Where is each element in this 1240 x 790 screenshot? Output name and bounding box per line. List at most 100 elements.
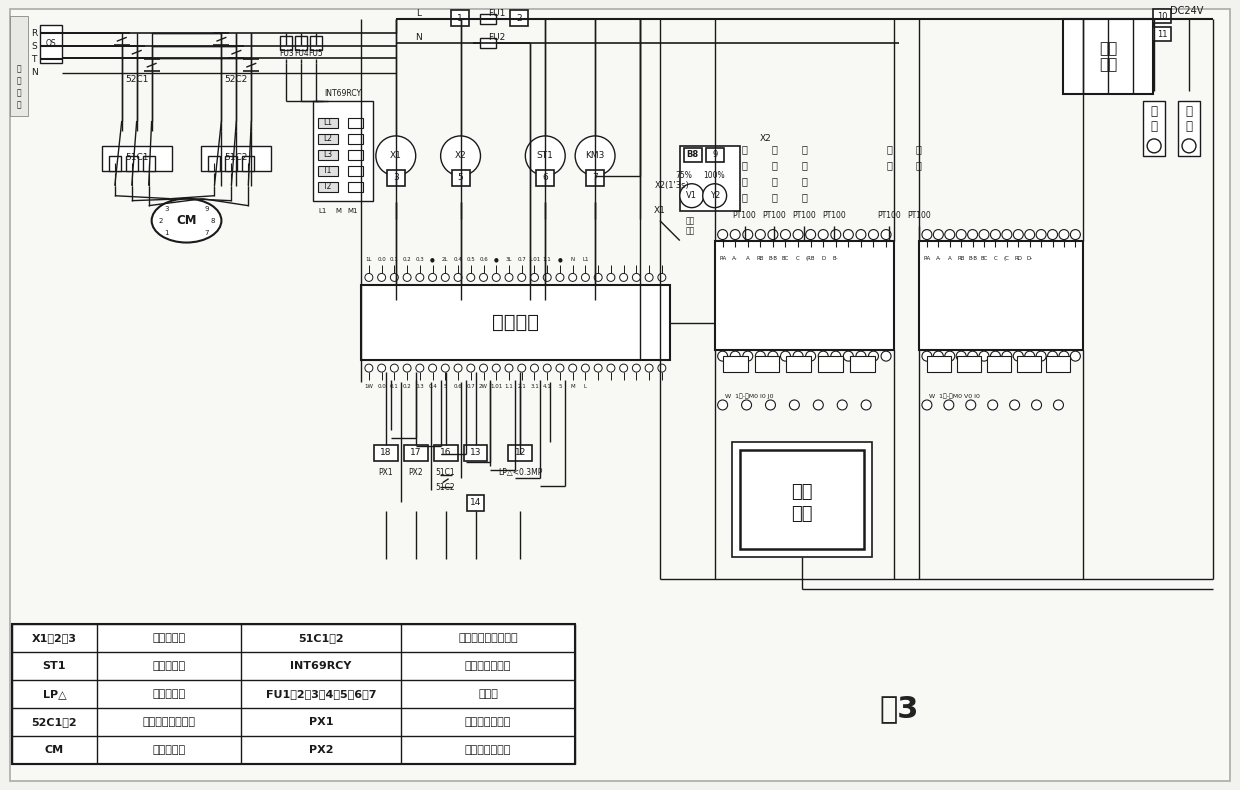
Text: 却: 却 [801, 160, 807, 170]
Circle shape [391, 273, 398, 281]
Text: 压缩机热过载继电器: 压缩机热过载继电器 [458, 633, 518, 643]
Text: 4.1: 4.1 [543, 383, 552, 389]
Text: LP△<0.3MP: LP△<0.3MP [498, 468, 543, 477]
Bar [208, 156, 221, 171]
Bar [40, 25, 62, 63]
Text: 0.7: 0.7 [466, 383, 475, 389]
Circle shape [743, 230, 753, 239]
Circle shape [718, 400, 728, 410]
Text: 源: 源 [17, 77, 21, 85]
Circle shape [620, 364, 627, 372]
Text: 图3: 图3 [879, 694, 919, 724]
Circle shape [518, 273, 526, 281]
Circle shape [429, 364, 436, 372]
Circle shape [921, 400, 932, 410]
Text: 压缩机电机: 压缩机电机 [153, 745, 186, 754]
Circle shape [843, 230, 853, 239]
Text: 10: 10 [1157, 12, 1167, 21]
Text: L1: L1 [324, 118, 332, 127]
Text: 1: 1 [165, 230, 169, 235]
Text: 冷: 冷 [742, 144, 748, 154]
Bar [1064, 19, 1153, 94]
Bar [987, 356, 1011, 372]
Bar [319, 134, 339, 144]
Bar [319, 182, 339, 192]
Bar [1017, 356, 1040, 372]
Bar [319, 166, 339, 175]
Circle shape [718, 351, 728, 361]
Circle shape [480, 364, 487, 372]
Text: 0.1: 0.1 [391, 257, 399, 262]
Text: LP△: LP△ [42, 689, 66, 699]
Text: A: A [746, 256, 750, 261]
Text: INT69RCY: INT69RCY [290, 661, 352, 671]
Bar [109, 156, 120, 171]
Circle shape [991, 230, 1001, 239]
Circle shape [1059, 351, 1069, 361]
Text: B-B: B-B [968, 256, 977, 261]
Circle shape [1009, 400, 1019, 410]
Text: 进: 进 [771, 175, 777, 186]
Text: 却: 却 [771, 160, 777, 170]
Text: 2W: 2W [479, 383, 489, 389]
Text: 输: 输 [17, 88, 21, 98]
Circle shape [658, 273, 666, 281]
Text: T: T [31, 55, 37, 64]
Text: 8: 8 [211, 217, 215, 224]
Bar [1178, 101, 1200, 156]
Text: 75%: 75% [676, 171, 692, 180]
Bar [1153, 9, 1171, 24]
Text: 3L: 3L [506, 257, 512, 262]
Text: 回: 回 [887, 144, 892, 154]
Text: 0.2: 0.2 [403, 257, 412, 262]
Circle shape [575, 136, 615, 175]
Text: 1W: 1W [365, 383, 373, 389]
Text: 100%: 100% [703, 171, 724, 180]
Text: 人机: 人机 [791, 483, 812, 501]
Text: 冻: 冻 [742, 160, 748, 170]
Bar [450, 10, 469, 26]
Text: PT100: PT100 [733, 211, 756, 220]
Circle shape [956, 351, 966, 361]
Circle shape [882, 230, 892, 239]
Text: PX2: PX2 [309, 745, 334, 754]
Bar [1153, 28, 1171, 41]
Bar [348, 182, 363, 192]
Circle shape [1054, 400, 1064, 410]
Bar [706, 148, 724, 162]
Circle shape [794, 351, 804, 361]
Text: DC24V: DC24V [1169, 6, 1203, 17]
Text: 18: 18 [381, 448, 392, 457]
Text: 回: 回 [742, 175, 748, 186]
Bar [1047, 356, 1070, 372]
Circle shape [645, 364, 653, 372]
Circle shape [945, 230, 955, 239]
Circle shape [921, 351, 932, 361]
Circle shape [526, 136, 565, 175]
Text: C: C [796, 256, 800, 261]
Text: 0.2: 0.2 [403, 383, 412, 389]
Circle shape [780, 351, 790, 361]
Bar [280, 36, 293, 51]
Text: 2: 2 [159, 217, 162, 224]
Text: 冷却水水流开关: 冷却水水流开关 [465, 717, 511, 727]
Text: A-: A- [733, 256, 738, 261]
Bar [511, 10, 528, 26]
Text: 3: 3 [165, 205, 169, 212]
Text: BC: BC [782, 256, 789, 261]
Text: 2.1: 2.1 [517, 383, 526, 389]
Text: 0.6: 0.6 [479, 257, 487, 262]
Circle shape [1013, 351, 1023, 361]
Circle shape [391, 364, 398, 372]
Text: Y2: Y2 [709, 191, 719, 200]
Circle shape [1013, 230, 1023, 239]
Circle shape [991, 351, 1001, 361]
Circle shape [429, 273, 436, 281]
Text: 51C2: 51C2 [224, 153, 248, 162]
Text: 压缩机保护模块: 压缩机保护模块 [465, 661, 511, 671]
Circle shape [831, 230, 841, 239]
Text: (RB: (RB [806, 256, 816, 261]
Circle shape [543, 273, 552, 281]
Bar [361, 285, 670, 360]
Bar [786, 356, 811, 372]
